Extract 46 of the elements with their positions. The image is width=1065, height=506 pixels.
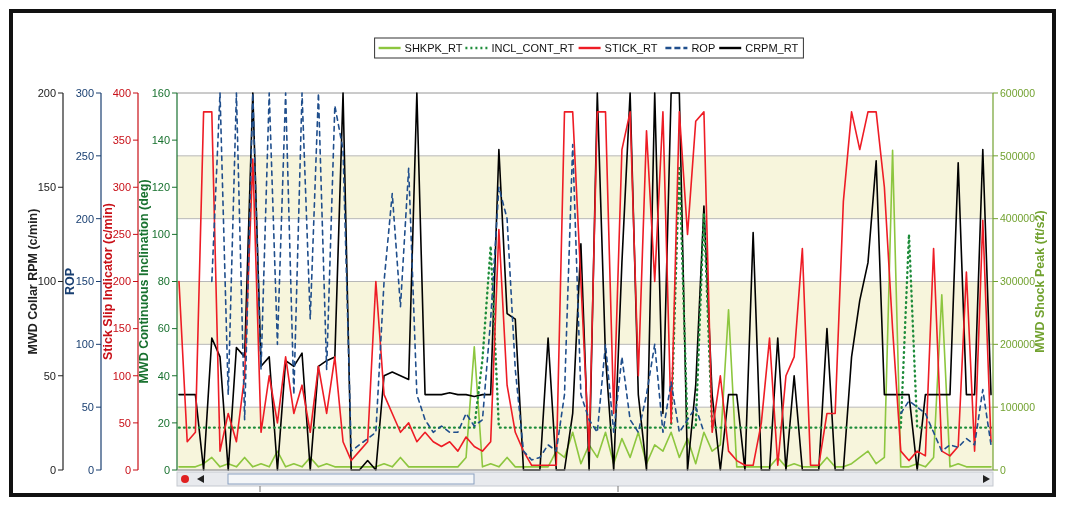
y-tick-label: 60 (157, 322, 170, 335)
y2-tick-label: 50 (43, 369, 56, 382)
y3-tick-label: 300 (75, 86, 94, 99)
y-tick-label: 400000 (1000, 212, 1036, 225)
y2-tick-label: 50 (118, 416, 131, 429)
y-tick-label: 0 (1000, 463, 1006, 476)
y3-tick-label: 0 (87, 463, 94, 476)
legend-label: STICK_RT (604, 41, 658, 54)
legend-label: SHKPK_RT (404, 41, 463, 54)
y3-tick-label: 250 (75, 149, 94, 162)
y3-tick-label: 50 (81, 401, 94, 414)
y2-tick-label: 150 (37, 181, 56, 194)
y-tick-label: 160 (151, 86, 170, 99)
y2-tick-label: 300 (112, 181, 131, 194)
y2-tick-label: 200 (37, 86, 56, 99)
y2-tick-label: 350 (112, 133, 131, 146)
y2-tick-label: 150 (112, 322, 131, 335)
y-tick-label: 20 (157, 416, 170, 429)
y-tick-label: 140 (151, 133, 170, 146)
y-tick-label: 40 (157, 369, 170, 382)
legend-label: CRPM_RT (745, 41, 799, 54)
y-tick-label: 200000 (1000, 338, 1036, 351)
y-tick-label: 100 (151, 228, 170, 241)
y2-axis-title: MWD Collar RPM (c/min) (26, 208, 40, 355)
y-tick-label: 80 (157, 275, 170, 288)
y-tick-label: 120 (151, 181, 170, 194)
y3-tick-label: 200 (75, 212, 94, 225)
y2-tick-label: 400 (112, 86, 131, 99)
y2-tick-label: 0 (49, 463, 56, 476)
y3-tick-label: 100 (75, 338, 94, 351)
legend-label: INCL_CONT_RT (491, 41, 575, 54)
y3-axis-title: ROP (63, 267, 77, 296)
y2-tick-label: 250 (112, 228, 131, 241)
y2-tick-label: 0 (124, 463, 131, 476)
y-tick-label: 500000 (1000, 149, 1036, 162)
y-axis-title: MWD Continuous Inclination (deg) (137, 179, 151, 384)
y-tick-label: 100000 (1000, 400, 1036, 413)
y2-tick-label: 100 (112, 369, 131, 382)
y2-tick-label: 200 (112, 275, 131, 288)
y-tick-label: 600000 (1000, 86, 1036, 99)
y2-tick-label: 100 (37, 275, 56, 288)
legend-label: ROP (691, 41, 716, 54)
y-tick-label: 0 (163, 463, 170, 476)
line-series (177, 164, 993, 429)
y3-tick-label: 150 (75, 275, 94, 288)
y-tick-label: 300000 (1000, 275, 1036, 288)
